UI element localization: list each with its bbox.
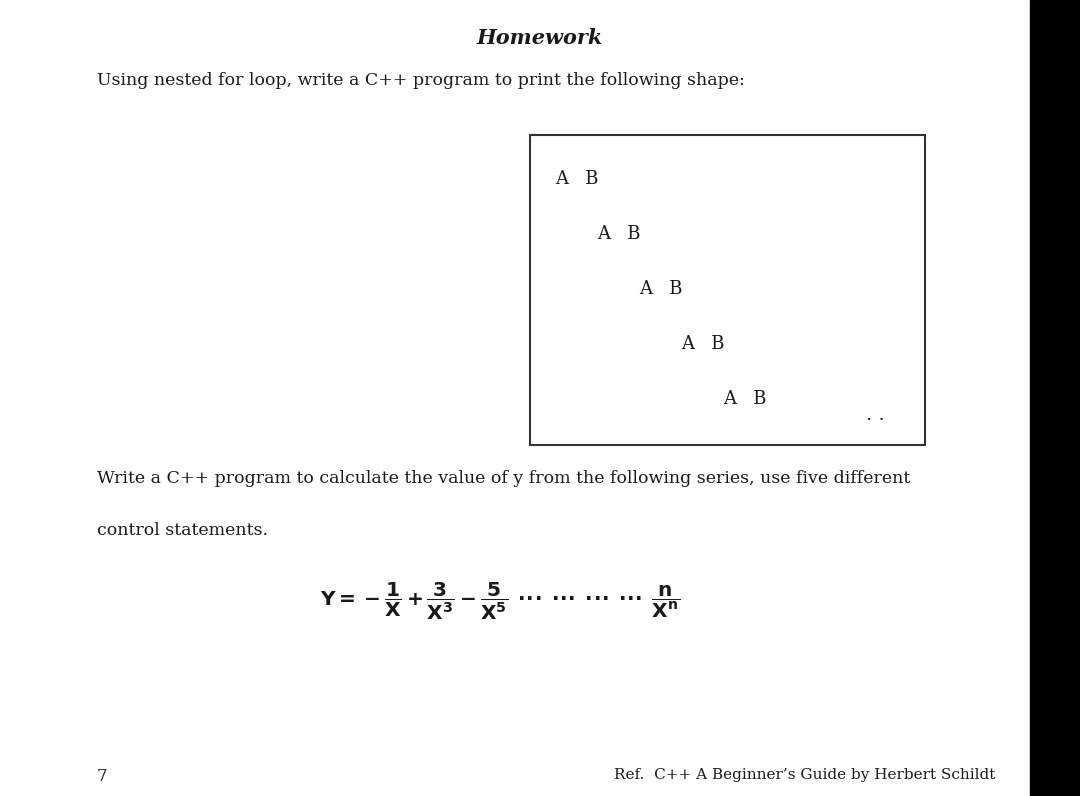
Text: $\mathbf{Y = -\dfrac{1}{X} + \dfrac{3}{X^3} - \dfrac{5}{X^5}\;\,\cdotp\!\cdotp\!: $\mathbf{Y = -\dfrac{1}{X} + \dfrac{3}{X… [320,580,680,622]
Text: 7: 7 [97,768,108,785]
Text: control statements.: control statements. [97,522,268,539]
Text: . .: . . [866,406,885,424]
Text: A   B: A B [597,225,640,243]
Text: Ref.  C++ A Beginner’s Guide by Herbert Schildt: Ref. C++ A Beginner’s Guide by Herbert S… [613,768,995,782]
Text: A   B: A B [723,390,767,408]
Bar [1030,0,1080,796]
Text: Write a C++ program to calculate the value of y from the following series, use f: Write a C++ program to calculate the val… [97,470,910,487]
Text: Using nested for loop, write a C++ program to print the following shape:: Using nested for loop, write a C++ progr… [97,72,745,89]
Text: A   B: A B [681,335,725,353]
Text: A   B: A B [555,170,598,188]
Bar [530,135,924,445]
Text: Homework: Homework [476,28,604,48]
Text: A   B: A B [639,280,683,298]
